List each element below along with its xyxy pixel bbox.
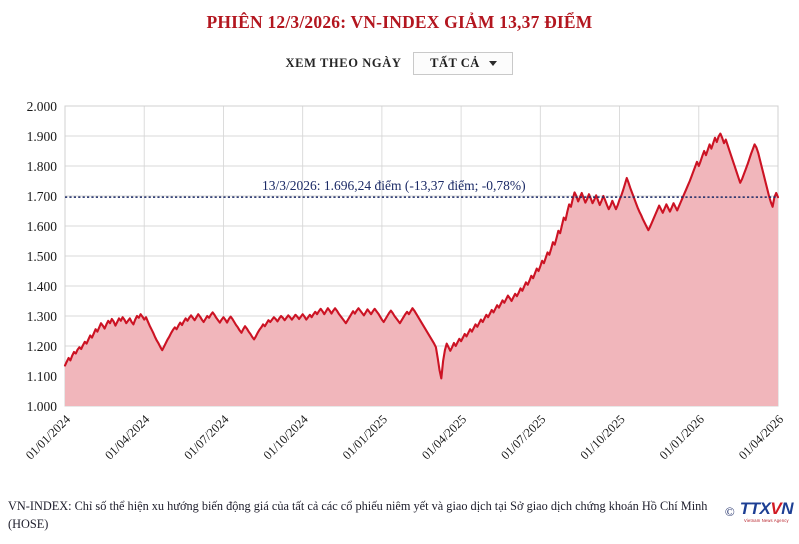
period-filter-dropdown[interactable]: TẤT CẢ [413, 52, 514, 75]
y-axis-label: 2.000 [27, 99, 58, 114]
chevron-down-icon [488, 61, 497, 66]
logo-text-v: V [770, 499, 782, 518]
logo-subtitle: Vietnam News Agency [744, 518, 789, 523]
y-axis-label: 1.400 [27, 279, 58, 294]
y-axis-ticks: 2.000 1.900 1.800 1.700 1.600 1.500 1.400 1.300… [27, 99, 58, 414]
vnindex-area-chart: 2.000 1.900 1.800 1.700 1.600 1.500 1.400 1.300… [0, 88, 799, 488]
copyright-icon: © [724, 503, 735, 519]
x-axis-label: 01/04/2026 [736, 412, 786, 462]
view-by-day-label: XEM THEO NGÀY [285, 56, 402, 70]
x-axis-label: 01/10/2024 [261, 412, 312, 463]
annotation-label: 13/3/2026: 1.696,24 điểm (-13,37 điểm; -… [262, 178, 526, 193]
y-axis-label: 1.500 [27, 249, 58, 264]
x-axis-label: 01/04/2024 [102, 412, 153, 463]
y-axis-label: 1.900 [27, 129, 58, 144]
x-axis-label: 01/04/2025 [419, 412, 469, 462]
y-axis-label: 1.300 [27, 309, 58, 324]
y-axis-label: 1.600 [27, 219, 58, 234]
x-axis-ticks: 01/01/2024 01/04/2024 01/07/2024 01/10/2024… [23, 412, 786, 463]
annotation-layer: 13/3/2026: 1.696,24 điểm (-13,37 điểm; -… [65, 178, 778, 198]
x-axis-label: 01/01/2025 [340, 412, 390, 462]
x-axis-label: 01/07/2025 [498, 412, 548, 462]
period-filter-value: TẤT CẢ [430, 56, 480, 70]
logo-text-n: N [781, 499, 793, 518]
x-axis-label: 01/07/2024 [181, 412, 232, 463]
vnindex-series [63, 132, 780, 406]
y-axis-label: 1.000 [27, 399, 58, 414]
logo-wordmark: TTXVN [739, 499, 794, 518]
y-axis-label: 1.200 [27, 339, 58, 354]
y-axis-label: 1.800 [27, 159, 58, 174]
view-controls: XEM THEO NGÀY TẤT CẢ [0, 52, 799, 75]
area-fill [65, 133, 778, 406]
chart-footnote: VN-INDEX: Chỉ số thể hiện xu hướng biến … [8, 499, 708, 531]
x-axis-label: 01/01/2026 [657, 412, 707, 462]
page-title: PHIÊN 12/3/2026: VN-INDEX GIẢM 13,37 ĐIỂ… [206, 12, 593, 32]
x-axis-label: 01/01/2024 [23, 412, 74, 463]
y-axis-label: 1.700 [27, 189, 58, 204]
logo-text-ttx: TTX [739, 499, 771, 518]
chart-canvas: 2.000 1.900 1.800 1.700 1.600 1.500 1.400 1.300… [23, 99, 786, 463]
x-axis-label: 01/10/2025 [578, 412, 628, 462]
value-line [63, 132, 780, 380]
y-axis-label: 1.100 [27, 369, 58, 384]
ttxvn-logo: © TTXVN Vietnam News Agency [724, 499, 794, 523]
logo-stack: TTXVN Vietnam News Agency [739, 499, 794, 523]
